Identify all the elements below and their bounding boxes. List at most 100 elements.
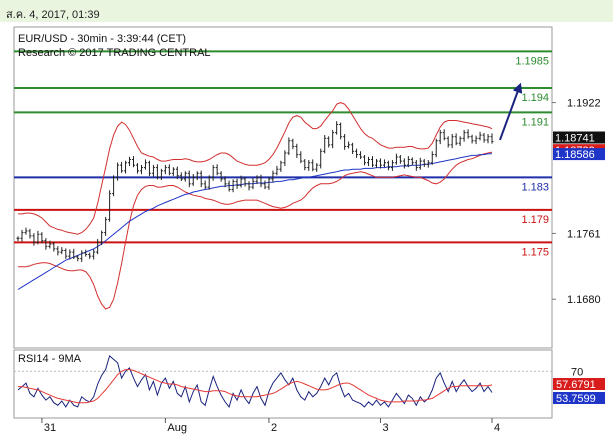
- price-pane-frame: [13, 26, 553, 349]
- ohlc-bar: [319, 148, 323, 169]
- ohlc-bar: [462, 129, 466, 142]
- ohlc-bar: [231, 179, 235, 193]
- ohlc-bar: [426, 160, 430, 168]
- ohlc-bar: [382, 159, 386, 168]
- price-chart-title: EUR/USD - 30min - 3:39:44 (CET): [18, 33, 186, 45]
- ohlc-bar: [16, 236, 20, 241]
- ohlc-bar: [466, 129, 470, 139]
- ohlc-bar: [283, 150, 287, 167]
- rsi-chart-title: RSI14 - 9MA: [18, 353, 82, 365]
- rsi-tag-box-0: [553, 378, 605, 390]
- ohlc-bar: [291, 138, 295, 150]
- price-tick-label-0: 1.1922: [567, 98, 601, 110]
- ohlc-bar: [28, 228, 32, 239]
- ohlc-bar: [171, 167, 175, 176]
- ohlc-bar: [191, 174, 195, 186]
- ohlc-bar: [470, 134, 474, 144]
- ohlc-bar: [24, 227, 28, 235]
- ohlc-bar: [367, 156, 371, 167]
- ohlc-bar: [410, 157, 414, 166]
- level-label-5: 1.175: [521, 246, 549, 258]
- ohlc-bar: [72, 248, 76, 260]
- ohlc-bar: [267, 176, 271, 190]
- ohlc-bar: [52, 241, 56, 252]
- x-tick-label-1: Aug: [167, 422, 187, 434]
- ohlc-bar: [199, 170, 203, 188]
- ohlc-bar: [482, 133, 486, 143]
- ohlc-bar: [215, 164, 219, 176]
- rsi-tag-text-1: 53.7599: [556, 393, 596, 405]
- ohlc-bar: [311, 159, 315, 172]
- ohlc-bar: [48, 240, 52, 249]
- rsi-series-1: [18, 369, 493, 404]
- ohlc-bar: [490, 133, 494, 144]
- ohlc-bar: [135, 163, 139, 174]
- ohlc-bar: [327, 136, 331, 148]
- ohlc-bar: [371, 156, 375, 168]
- ohlc-bar: [454, 133, 458, 146]
- ohlc-bar: [351, 142, 355, 155]
- ohlc-bar: [175, 166, 179, 180]
- ohlc-bar: [275, 165, 279, 176]
- ohlc-bar: [147, 160, 151, 176]
- ohlc-bar: [96, 239, 100, 255]
- header-bar: ส.ค. 4, 2017, 01:39: [0, 0, 613, 22]
- ohlc-bar: [422, 159, 426, 168]
- ohlc-bar: [88, 252, 92, 259]
- ohlc-bar: [132, 156, 136, 168]
- ohlc-bar: [446, 136, 450, 148]
- ohlc-bar: [187, 170, 191, 188]
- ohlc-bar: [251, 178, 255, 190]
- ohlc-bar: [402, 158, 406, 169]
- ohlc-bar: [239, 175, 243, 188]
- projection-arrow: [499, 82, 523, 141]
- ohlc-bar: [64, 248, 68, 259]
- axis-layer: 1.19221.17611.16801.187411.187331.185867…: [41, 98, 605, 434]
- ohlc-bar: [263, 180, 267, 190]
- ohlc-bar: [20, 229, 24, 242]
- rsi-tick-label-0: 70: [571, 366, 583, 378]
- price-tick-label-2: 1.1680: [567, 294, 601, 306]
- ohlc-bar: [398, 154, 402, 164]
- ohlc-bar: [390, 160, 394, 171]
- ohlc-bar: [179, 172, 183, 181]
- ohlc-bar: [227, 180, 231, 192]
- ohlc-bar: [84, 249, 88, 257]
- rsi-series-0: [17, 355, 493, 408]
- ohlc-bar: [474, 135, 478, 145]
- ohlc-bar: [315, 163, 319, 172]
- ohlc-bar: [163, 164, 167, 175]
- ohlc-bar: [143, 159, 147, 170]
- level-label-4: 1.179: [521, 214, 549, 226]
- bollinger-lower-line: [18, 151, 493, 310]
- ohlc-bar: [108, 190, 112, 222]
- ohlc-bar: [259, 174, 263, 188]
- ohlc-bar: [195, 171, 199, 181]
- bollinger-upper-line: [18, 102, 493, 235]
- x-tick-label-0: 31: [44, 422, 56, 434]
- ohlc-bar: [363, 154, 367, 166]
- ohlc-bar: [32, 233, 36, 246]
- ohlc-bar: [331, 129, 335, 149]
- ohlc-bar: [92, 249, 96, 260]
- ohlc-bar: [386, 160, 390, 171]
- ohlc-bar: [374, 159, 378, 168]
- moving-average-line: [17, 153, 492, 290]
- ohlc-bar: [287, 137, 291, 155]
- ohlc-bar: [418, 157, 422, 170]
- level-label-2: 1.191: [521, 116, 549, 128]
- ohlc-bar: [68, 249, 72, 260]
- ohlc-bar: [339, 122, 343, 140]
- ohlc-bar: [60, 247, 64, 255]
- timestamp-label: ส.ค. 4, 2017, 01:39: [6, 9, 100, 21]
- ohlc-bar: [120, 161, 124, 173]
- ohlc-bar: [124, 160, 128, 174]
- ohlc-bar: [295, 143, 299, 158]
- level-label-3: 1.183: [521, 181, 549, 193]
- price-tag-text-2: 1.18586: [555, 149, 595, 161]
- ohlc-bar: [219, 171, 223, 182]
- ohlc-bar: [450, 134, 454, 149]
- ohlc-bar: [414, 160, 418, 171]
- ohlc-bar: [335, 121, 339, 135]
- price-tick-label-1: 1.1761: [567, 228, 601, 240]
